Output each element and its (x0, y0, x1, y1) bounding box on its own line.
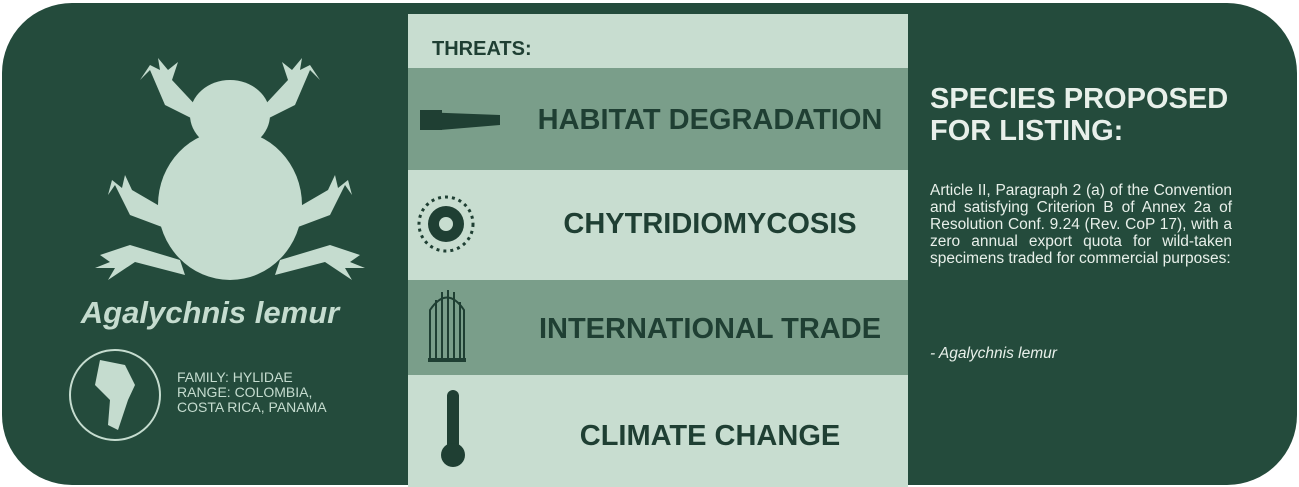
infographic: Agalychnis lemur FAMILY: HYLIDAE RANGE: … (0, 0, 1299, 487)
detail: COSTA RICA, PANAMA (177, 400, 327, 415)
proposal-title: SPECIES PROPOSED FOR LISTING: (930, 83, 1228, 147)
proposal-list-item: - Agalychnis lemur (930, 345, 1057, 363)
title-line: FOR LISTING: (930, 115, 1228, 147)
detail: RANGE: COLOMBIA, (177, 385, 327, 400)
proposal-text: Article II, Paragraph 2 (a) of the Conve… (930, 182, 1232, 267)
species-name: Agalychnis lemur (40, 295, 380, 331)
threat: CLIMATE CHANGE (520, 420, 900, 453)
species-details: FAMILY: HYLIDAE RANGE: COLOMBIA, COSTA R… (177, 370, 327, 415)
title-line: SPECIES PROPOSED (930, 83, 1228, 115)
threat: CHYTRIDIOMYCOSIS (520, 208, 900, 241)
threat: INTERNATIONAL TRADE (520, 313, 900, 346)
threat: HABITAT DEGRADATION (520, 104, 900, 137)
threats-title: THREATS: (432, 38, 532, 61)
detail: FAMILY: HYLIDAE (177, 370, 327, 385)
